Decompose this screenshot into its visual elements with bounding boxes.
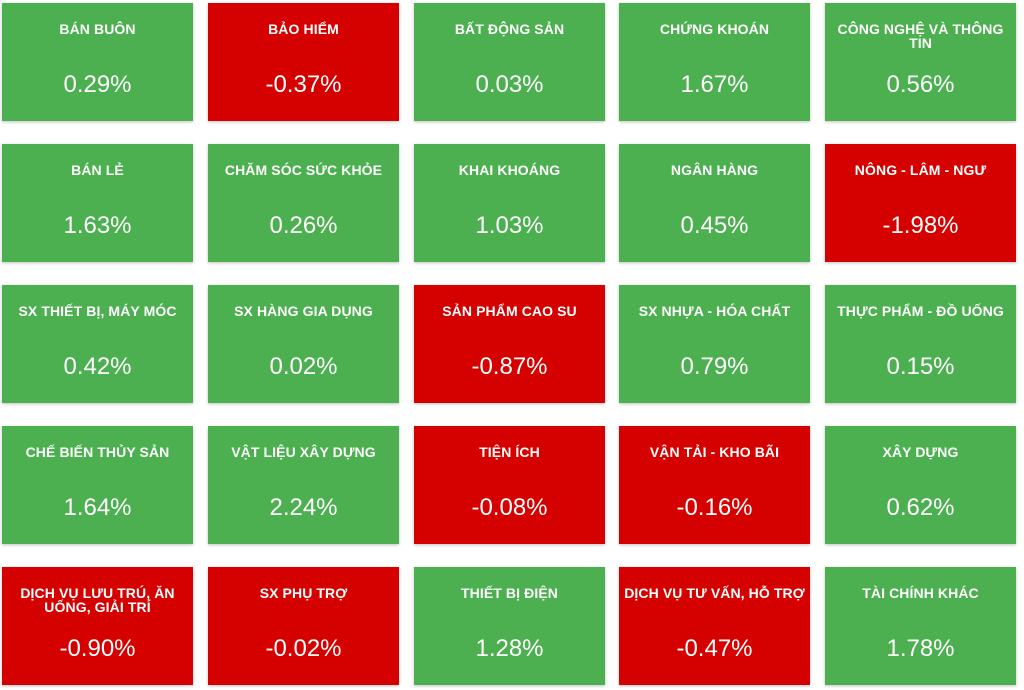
sector-change: 1.64% [63, 494, 132, 521]
sector-change: -1.98% [882, 212, 959, 239]
sector-tile[interactable]: XÂY DỰNG 0.62% [825, 426, 1016, 544]
sector-name: VẬT LIỆU XÂY DỰNG [231, 444, 376, 460]
sector-tile[interactable]: DỊCH VỤ LƯU TRÚ, ĂN UỐNG, GIẢI TRÍ -0.90% [2, 567, 193, 685]
sector-tile[interactable]: NGÂN HÀNG 0.45% [619, 144, 810, 262]
sector-name: BÁN BUÔN [59, 21, 136, 37]
sector-tile[interactable]: CÔNG NGHỆ VÀ THÔNG TIN 0.56% [825, 3, 1016, 121]
sector-name: CHẾ BIẾN THỦY SẢN [25, 444, 170, 460]
sector-tile[interactable]: TIỆN ÍCH -0.08% [414, 426, 605, 544]
sector-name: CÔNG NGHỆ VÀ THÔNG TIN [837, 21, 1004, 51]
sector-change: 0.42% [63, 353, 132, 380]
sector-name: BẤT ĐỘNG SẢN [454, 21, 565, 37]
sector-tile[interactable]: THIẾT BỊ ĐIỆN 1.28% [414, 567, 605, 685]
sector-change: -0.90% [59, 635, 136, 662]
sector-tile[interactable]: SX HÀNG GIA DỤNG 0.02% [208, 285, 399, 403]
sector-name: TIỆN ÍCH [479, 444, 540, 460]
sector-change: -0.47% [676, 635, 753, 662]
sector-tile[interactable]: BÁN LẺ 1.63% [2, 144, 193, 262]
sector-tile[interactable]: VẬT LIỆU XÂY DỰNG 2.24% [208, 426, 399, 544]
sector-change: 2.24% [269, 494, 338, 521]
sector-tile[interactable]: CHĂM SÓC SỨC KHỎE 0.26% [208, 144, 399, 262]
sector-tile[interactable]: TÀI CHÍNH KHÁC 1.78% [825, 567, 1016, 685]
sector-name: BÁN LẺ [71, 162, 124, 178]
sector-change: 1.28% [475, 635, 544, 662]
sector-name: VẬN TẢI - KHO BÃI [649, 444, 780, 460]
sector-change: -0.02% [265, 635, 342, 662]
sector-change: 1.03% [475, 212, 544, 239]
sector-tile[interactable]: SX THIẾT BỊ, MÁY MÓC 0.42% [2, 285, 193, 403]
sector-name: SX PHỤ TRỢ [259, 585, 348, 601]
sector-name: NGÂN HÀNG [670, 162, 759, 178]
sector-name: CHỨNG KHOÁN [659, 21, 770, 37]
sector-tile[interactable]: CHẾ BIẾN THỦY SẢN 1.64% [2, 426, 193, 544]
sector-name: NÔNG - LÂM - NGƯ [854, 162, 987, 178]
sector-name: DỊCH VỤ TƯ VẤN, HỖ TRỢ [624, 585, 805, 601]
sector-name: DỊCH VỤ LƯU TRÚ, ĂN UỐNG, GIẢI TRÍ [20, 585, 175, 615]
sector-change: 0.03% [475, 71, 544, 98]
sector-tile[interactable]: DỊCH VỤ TƯ VẤN, HỖ TRỢ -0.47% [619, 567, 810, 685]
sector-change: -0.37% [265, 71, 342, 98]
sector-tile[interactable]: THỰC PHẨM - ĐỒ UỐNG 0.15% [825, 285, 1016, 403]
sector-change: 0.79% [680, 353, 749, 380]
sector-name: SX THIẾT BỊ, MÁY MÓC [18, 303, 177, 319]
sector-name: THIẾT BỊ ĐIỆN [461, 585, 558, 601]
sector-tile[interactable]: KHAI KHOÁNG 1.03% [414, 144, 605, 262]
sector-change: 0.56% [886, 71, 955, 98]
sector-name: SX NHỰA - HÓA CHẤT [638, 303, 791, 319]
sector-change: 0.45% [680, 212, 749, 239]
sector-name: CHĂM SÓC SỨC KHỎE [224, 162, 383, 178]
sector-change: 0.29% [63, 71, 132, 98]
sector-name: BẢO HIỂM [268, 21, 339, 37]
sector-change: 0.02% [269, 353, 338, 380]
sector-change: -0.08% [471, 494, 548, 521]
sector-change: 0.62% [886, 494, 955, 521]
sector-tile[interactable]: VẬN TẢI - KHO BÃI -0.16% [619, 426, 810, 544]
sector-change: -0.87% [471, 353, 548, 380]
sector-name: KHAI KHOÁNG [458, 162, 561, 178]
sector-change: 0.26% [269, 212, 338, 239]
sector-change: 1.78% [886, 635, 955, 662]
sector-tile[interactable]: SX NHỰA - HÓA CHẤT 0.79% [619, 285, 810, 403]
sector-change: 1.67% [680, 71, 749, 98]
sector-change: -0.16% [676, 494, 753, 521]
sector-tile[interactable]: SẢN PHẨM CAO SU -0.87% [414, 285, 605, 403]
sector-tile[interactable]: CHỨNG KHOÁN 1.67% [619, 3, 810, 121]
sector-tile[interactable]: BẤT ĐỘNG SẢN 0.03% [414, 3, 605, 121]
sector-name: TÀI CHÍNH KHÁC [862, 585, 979, 601]
sector-tile[interactable]: BÁN BUÔN 0.29% [2, 3, 193, 121]
sector-change: 0.15% [886, 353, 955, 380]
sector-change: 1.63% [63, 212, 132, 239]
sector-tile[interactable]: SX PHỤ TRỢ -0.02% [208, 567, 399, 685]
sector-name: THỰC PHẨM - ĐỒ UỐNG [837, 303, 1004, 319]
sector-name: SẢN PHẨM CAO SU [442, 303, 577, 319]
sector-name: XÂY DỰNG [882, 444, 959, 460]
sector-tile[interactable]: NÔNG - LÂM - NGƯ -1.98% [825, 144, 1016, 262]
sector-tile[interactable]: BẢO HIỂM -0.37% [208, 3, 399, 121]
sector-name: SX HÀNG GIA DỤNG [234, 303, 373, 319]
